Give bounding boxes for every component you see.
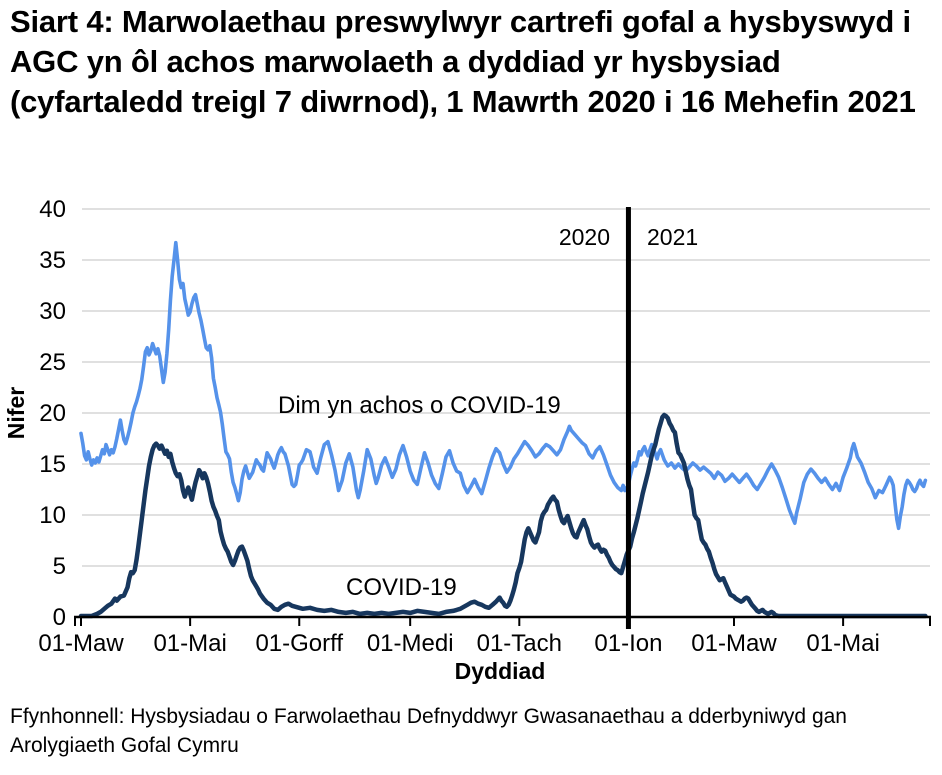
y-tick-label: 40 (39, 196, 66, 223)
source-note: Ffynhonnell: Hysbysiadau o Farwolaethau … (10, 705, 847, 757)
y-axis-title: Nifer (3, 387, 29, 439)
series-label-covid: COVID-19 (346, 574, 457, 601)
y-tick-label: 15 (39, 451, 66, 478)
x-tick-label: 01-Tach (477, 630, 562, 657)
x-tick-label: 01-Maw (38, 630, 124, 657)
y-tick-label: 30 (39, 298, 66, 325)
x-tick-label: 01-Mai (806, 630, 879, 657)
series-label-non-covid: Dim yn achos o COVID-19 (278, 392, 561, 419)
y-tick-label: 35 (39, 247, 66, 274)
x-tick-label: 01-Maw (691, 630, 777, 657)
y-tick-label: 0 (53, 604, 66, 631)
x-tick-label: 01-Medi (367, 630, 454, 657)
x-tick-label: 01-Ion (594, 630, 662, 657)
y-tick-label: 5 (53, 553, 66, 580)
y-tick-label: 10 (39, 502, 66, 529)
y-tick-label: 20 (39, 400, 66, 427)
series-line-covid (78, 412, 928, 619)
plot-layer: 0 5 10 15 20 25 30 35 40 01-Maw 01-Mai 01-Gorff 01-M… (38, 196, 931, 657)
x-tick-label: 01-Gorff (255, 630, 343, 657)
chart-title: Siart 4: Marwolaethau preswylwyr cartref… (10, 4, 916, 119)
x-tick-label: 01-Mai (153, 630, 226, 657)
x-axis-title: Dyddiad (455, 658, 546, 684)
series-line-non-covid (79, 240, 928, 531)
year-label-2021: 2021 (647, 224, 698, 250)
year-label-2020: 2020 (559, 224, 610, 250)
y-tick-label: 25 (39, 349, 66, 376)
